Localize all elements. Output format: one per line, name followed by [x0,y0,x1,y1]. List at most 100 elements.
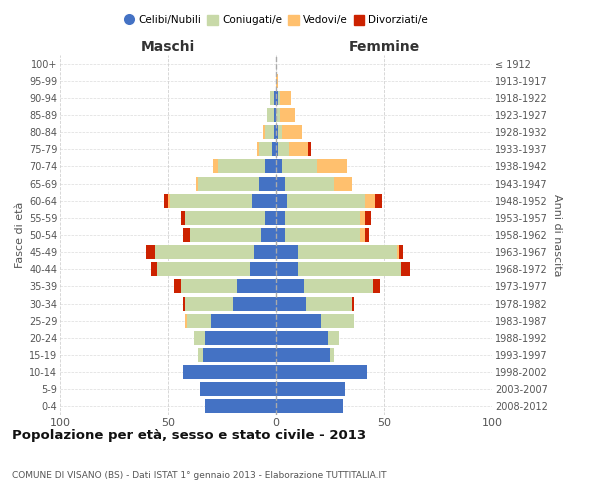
Bar [276,262,298,276]
Bar [218,160,265,173]
Y-axis label: Fasce di età: Fasce di età [14,202,25,268]
Bar [274,108,276,122]
Bar [164,194,168,207]
Bar [200,382,276,396]
Bar [276,348,330,362]
Bar [198,348,203,362]
Bar [276,211,284,225]
Bar [373,280,380,293]
Bar [306,296,352,310]
Bar [276,142,278,156]
Bar [181,280,237,293]
Text: Popolazione per età, sesso e stato civile - 2013: Popolazione per età, sesso e stato civil… [12,430,366,442]
Text: COMUNE DI VISANO (BS) - Dati ISTAT 1° gennaio 2013 - Elaborazione TUTTITALIA.IT: COMUNE DI VISANO (BS) - Dati ISTAT 1° ge… [12,471,386,480]
Bar [276,125,278,139]
Bar [261,228,276,242]
Bar [263,125,265,139]
Bar [185,314,187,328]
Bar [365,194,376,207]
Bar [276,331,328,345]
Bar [276,176,284,190]
Bar [365,211,371,225]
Bar [276,296,306,310]
Bar [401,262,410,276]
Bar [284,211,360,225]
Bar [376,194,382,207]
Bar [276,108,280,122]
Bar [185,211,265,225]
Bar [298,262,401,276]
Bar [211,314,276,328]
Bar [233,296,276,310]
Bar [283,125,302,139]
Bar [170,194,252,207]
Bar [155,245,254,259]
Bar [272,142,276,156]
Bar [274,125,276,139]
Y-axis label: Anni di nascita: Anni di nascita [551,194,562,276]
Bar [276,400,343,413]
Bar [278,142,289,156]
Bar [276,160,283,173]
Bar [298,245,397,259]
Bar [265,160,276,173]
Bar [328,331,338,345]
Bar [280,91,291,105]
Bar [175,280,181,293]
Bar [265,125,274,139]
Legend: Celibi/Nubili, Coniugati/e, Vedovi/e, Divorziati/e: Celibi/Nubili, Coniugati/e, Vedovi/e, Di… [124,15,428,26]
Bar [276,280,304,293]
Bar [168,194,170,207]
Bar [365,228,369,242]
Bar [330,348,334,362]
Bar [322,314,354,328]
Bar [276,91,278,105]
Bar [181,211,185,225]
Bar [269,91,274,105]
Text: Femmine: Femmine [349,40,419,54]
Bar [183,228,190,242]
Bar [185,296,233,310]
Bar [151,262,157,276]
Bar [283,160,317,173]
Bar [287,194,365,207]
Bar [198,176,259,190]
Bar [237,280,276,293]
Bar [274,91,276,105]
Bar [265,211,276,225]
Bar [276,194,287,207]
Bar [257,142,259,156]
Bar [308,142,311,156]
Bar [289,142,308,156]
Bar [276,365,367,379]
Bar [190,228,261,242]
Bar [284,228,360,242]
Bar [183,296,185,310]
Bar [276,245,298,259]
Bar [276,74,278,88]
Bar [397,245,399,259]
Bar [157,262,250,276]
Bar [278,91,280,105]
Bar [214,160,218,173]
Text: Maschi: Maschi [141,40,195,54]
Bar [203,348,276,362]
Bar [259,176,276,190]
Bar [360,228,365,242]
Bar [254,245,276,259]
Bar [304,280,373,293]
Bar [284,176,334,190]
Bar [146,245,155,259]
Bar [187,314,211,328]
Bar [183,365,276,379]
Bar [280,108,295,122]
Bar [205,400,276,413]
Bar [268,108,274,122]
Bar [205,331,276,345]
Bar [399,245,403,259]
Bar [196,176,198,190]
Bar [252,194,276,207]
Bar [276,382,345,396]
Bar [360,211,365,225]
Bar [250,262,276,276]
